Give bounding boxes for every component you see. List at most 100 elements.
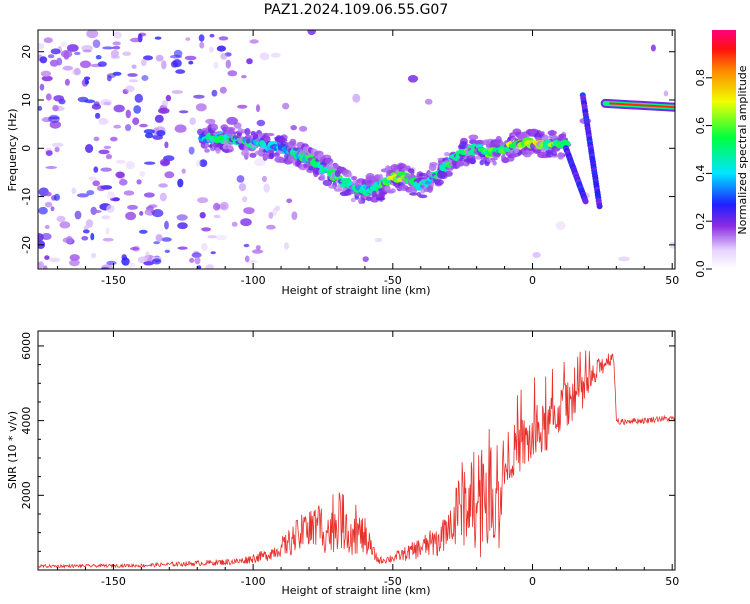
spectrogram-noise-blob [91, 252, 96, 259]
spectrogram-noise-blob [255, 104, 261, 113]
spectrogram-noise-blob [299, 125, 308, 132]
spectrogram-noise-blob [188, 146, 195, 155]
spectrogram-noise-blob [98, 149, 110, 155]
spectrogram-noise-blob [53, 193, 61, 201]
spectrogram-ridge-halo [244, 134, 252, 140]
snr-x-axis-label: Height of straight line (km) [281, 584, 430, 597]
spectrogram-noise-blob [282, 102, 290, 110]
spectrogram-noise-blob [66, 44, 79, 52]
spectrogram-ridge-halo [385, 165, 391, 172]
spectrogram-ridge-halo [324, 158, 334, 165]
spectrogram-noise-blob [84, 99, 95, 104]
spectrogram-noise-blob [254, 158, 266, 167]
spectrogram-noise-blob [125, 161, 135, 170]
spectrogram-noise-blob [194, 257, 201, 265]
spectrogram-ridge-halo [418, 194, 428, 199]
spectrogram-noise-blob [54, 146, 60, 153]
spectrogram-noise-blob [155, 234, 163, 242]
spectrogram-noise-blob [69, 254, 80, 261]
spectrogram-noise-blob [100, 167, 112, 172]
spectrogram-y-tick-label: 20 [20, 45, 33, 59]
spectrogram-ridge-halo [347, 172, 353, 178]
spectrogram-noise-blob [220, 52, 228, 60]
spectrogram-noise-blob [86, 190, 95, 196]
spectrogram-ridge-halo [351, 176, 357, 181]
spectrogram-y-axis-label: Frequency (Hz) [6, 109, 19, 192]
spectrogram-noise-blob [74, 210, 82, 220]
spectrogram-ridge-core [559, 139, 571, 147]
spectrogram-noise-blob [249, 39, 259, 44]
spectrogram-noise-blob [47, 54, 55, 59]
spectrogram-noise-blob [106, 204, 115, 213]
spectrogram-ridge-halo [241, 149, 250, 157]
spectrogram-ridge-halo [328, 185, 336, 189]
spectrogram-noise-blob [82, 229, 90, 234]
spectrogram-noise-blob [199, 41, 205, 49]
spectrogram-noise-blob [105, 154, 112, 160]
spectrogram-drop-segment [582, 198, 589, 205]
spectrogram-noise-blob [86, 30, 99, 39]
spectrogram-noise-blob [127, 204, 138, 210]
spectrogram-noise-blob [181, 168, 186, 174]
spectrogram-ridge-halo [264, 132, 275, 137]
spectrogram-noise-blob [144, 161, 156, 165]
spectrogram-noise-blob [122, 51, 132, 56]
spectrogram-noise-blob [374, 237, 383, 243]
spectrogram-ridge-halo [439, 171, 448, 176]
spectrogram-noise-blob [39, 56, 48, 64]
spectrogram-noise-blob [139, 211, 144, 216]
spectrogram-noise-blob [74, 67, 81, 75]
spectrogram-noise-blob [50, 206, 55, 212]
spectrogram-noise-blob [352, 93, 361, 103]
spectrogram-noise-blob [119, 179, 128, 186]
spectrogram-noise-blob [205, 118, 216, 124]
spectrogram-noise-blob [198, 34, 205, 42]
spectrogram-noise-blob [43, 265, 48, 269]
snr-panel: -150 -100 -50 0 50 2000 4000 6000 Height of str… [6, 330, 679, 597]
spectrogram-noise-blob [91, 103, 102, 110]
spectrogram-noise-blob [291, 211, 298, 220]
spectrogram-noise-blob [226, 116, 238, 125]
spectrogram-noise-blob [140, 58, 147, 67]
spectrogram-noise-blob [49, 59, 59, 67]
spectrogram-noise-blob [189, 117, 196, 125]
spectrogram-noise-blob [105, 227, 110, 235]
spectrogram-ridge-halo [420, 187, 426, 194]
spectrogram-noise-blob [243, 243, 250, 248]
spectrogram-noise-blob [199, 212, 206, 219]
spectrogram-ridge-halo [474, 140, 484, 145]
spectrogram-noise-blob [170, 60, 178, 68]
spectrogram-ridge-halo [429, 162, 438, 167]
spectrogram-noise-blob [237, 104, 248, 109]
snr-ticks: -150 -100 -50 0 50 2000 4000 6000 [20, 331, 679, 588]
spectrogram-noise-blob [85, 219, 94, 228]
spectrogram-noise-blob [243, 207, 255, 215]
spectrogram-noise-blob [174, 124, 187, 133]
spectrogram-tone-core [609, 102, 675, 109]
spectrogram-drop-segment [596, 203, 603, 210]
spectrogram-ridge-halo [227, 145, 234, 150]
spectrogram-ridge-halo [430, 183, 435, 187]
snr-plot-area [38, 350, 675, 570]
spectrogram-ridge-halo [468, 134, 479, 140]
spectrogram-ridge-halo [204, 148, 210, 153]
spectrogram-ridge-halo [540, 131, 545, 137]
snr-x-tick-label: 50 [665, 575, 679, 588]
spectrogram-noise-blob [102, 46, 114, 50]
spectrogram-noise-blob [92, 39, 101, 48]
spectrogram-noise-blob [112, 45, 121, 50]
spectrogram-noise-blob [115, 159, 126, 164]
snr-x-tick-label: 0 [529, 575, 536, 588]
spectrogram-noise-blob [56, 215, 66, 222]
spectrogram-noise-blob [225, 59, 231, 69]
spectrogram-noise-blob [246, 58, 253, 65]
spectrogram-noise-blob [113, 104, 125, 113]
spectrogram-noise-blob [130, 37, 142, 43]
spectrogram-noise-blob [76, 193, 89, 198]
spectrogram-noise-blob [161, 60, 167, 70]
spectrogram-noise-blob [555, 221, 566, 230]
spectrogram-x-tick-label: -50 [384, 274, 402, 287]
spectrogram-ridge-halo [456, 161, 464, 167]
spectrogram-noise-blob [101, 215, 111, 220]
